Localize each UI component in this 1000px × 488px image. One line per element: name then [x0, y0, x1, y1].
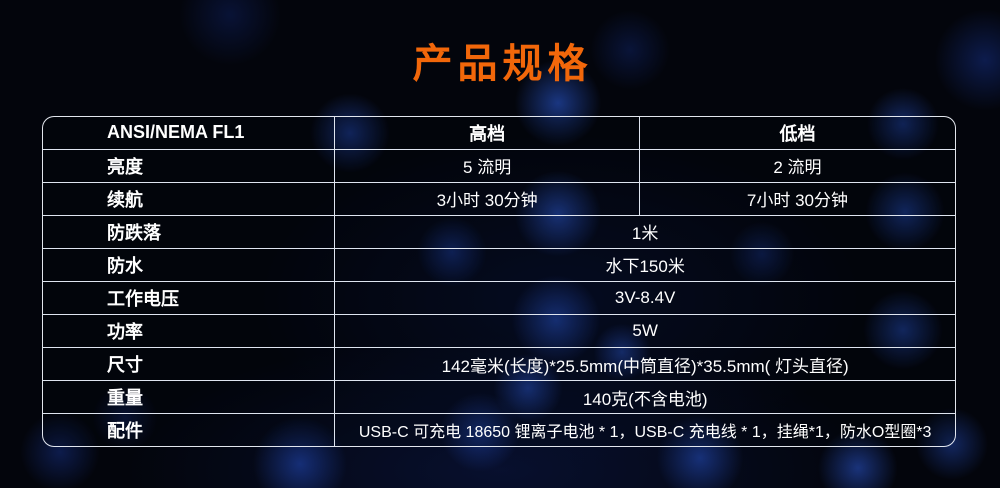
row-voltage: 工作电压 3V-8.4V [43, 280, 955, 315]
row-runtime: 续航 3小时 30分钟 7小时 30分钟 [43, 181, 955, 216]
row-dimensions: 尺寸 142毫米(长度)*25.5mm(中筒直径)*35.5mm( 灯头直径) [43, 346, 955, 382]
cell-low-value: 2 流明 [638, 148, 955, 183]
page-title: 产品规格 [412, 42, 593, 86]
spec-table: ANSI/NEMA FL1 高档 低档 亮度 5 流明 2 流明 续航 3小时 … [43, 117, 955, 446]
cell-value: USB-C 可充电 18650 锂离子电池 * 1，USB-C 充电线 * 1，… [334, 413, 955, 446]
row-waterproof: 防水 水下150米 [43, 247, 955, 282]
row-drop-resistance: 防跌落 1米 [43, 214, 955, 249]
row-label: 亮度 [43, 148, 336, 183]
header-standard: ANSI/NEMA FL1 [43, 117, 336, 150]
row-brightness: 亮度 5 流明 2 流明 [43, 148, 955, 183]
row-label: 工作电压 [43, 280, 336, 315]
row-label: 功率 [43, 313, 336, 349]
row-label: 尺寸 [43, 346, 336, 382]
row-accessories: 配件 USB-C 可充电 18650 锂离子电池 * 1，USB-C 充电线 *… [43, 413, 955, 446]
row-label: 防水 [43, 247, 336, 282]
row-label: 续航 [43, 181, 336, 216]
cell-value: 142毫米(长度)*25.5mm(中筒直径)*35.5mm( 灯头直径) [334, 346, 955, 382]
row-label: 防跌落 [43, 214, 336, 249]
header-high-mode: 高档 [334, 117, 640, 150]
cell-value: 5W [334, 313, 955, 349]
cell-high-value: 3小时 30分钟 [334, 181, 640, 216]
cell-value: 1米 [334, 214, 955, 249]
cell-low-value: 7小时 30分钟 [638, 181, 955, 216]
row-label: 配件 [43, 413, 336, 446]
row-weight: 重量 140克(不含电池) [43, 380, 955, 415]
spec-table-container: ANSI/NEMA FL1 高档 低档 亮度 5 流明 2 流明 续航 3小时 … [42, 116, 956, 447]
cell-high-value: 5 流明 [334, 148, 640, 183]
cell-value: 140克(不含电池) [334, 380, 955, 415]
row-power: 功率 5W [43, 313, 955, 349]
header-low-mode: 低档 [638, 117, 955, 150]
table-header-row: ANSI/NEMA FL1 高档 低档 [43, 117, 955, 150]
cell-value: 水下150米 [334, 247, 955, 282]
cell-value: 3V-8.4V [334, 280, 955, 315]
row-label: 重量 [43, 380, 336, 415]
